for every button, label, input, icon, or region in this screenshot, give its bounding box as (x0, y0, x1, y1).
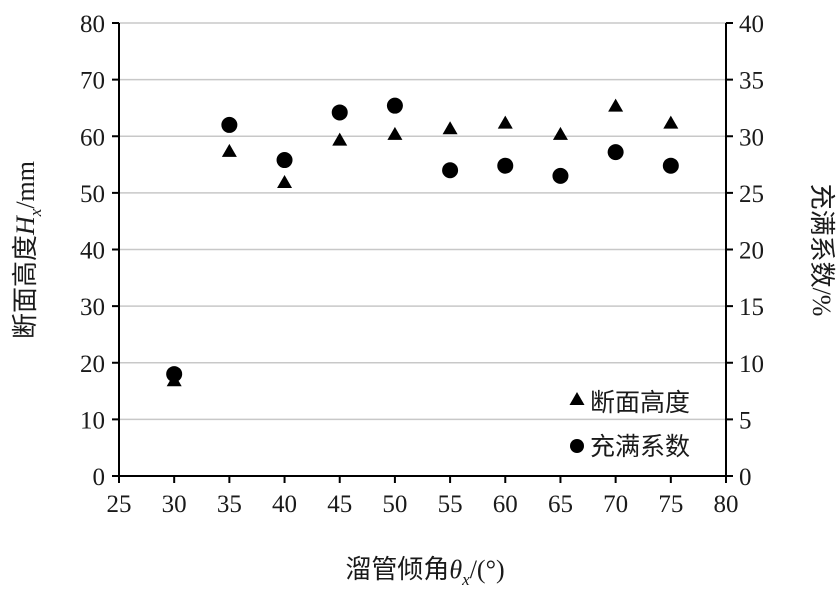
y-right-tick-label: 10 (739, 351, 764, 378)
x-tick-label: 65 (548, 491, 573, 518)
data-point-circle (276, 152, 293, 169)
y-right-tick-label: 25 (739, 181, 764, 208)
y-left-tick-label: 70 (80, 68, 105, 95)
data-point-circle (386, 97, 403, 114)
data-point-triangle (608, 98, 624, 112)
data-point-circle (607, 144, 624, 161)
legend: 断面高度 充满系数 (569, 389, 690, 461)
x-tick-label: 80 (714, 491, 739, 518)
data-point-triangle (387, 126, 403, 140)
data-point-circle (552, 167, 569, 184)
data-point-circle (442, 162, 459, 179)
x-tick-label: 55 (438, 491, 463, 518)
legend-triangle-marker (569, 392, 585, 405)
x-tick-label: 40 (272, 491, 297, 518)
y-axis-left-title: 断面高度Hx/mm (11, 161, 45, 339)
y-left-tick-label: 30 (80, 294, 105, 321)
y-axis-left-title-subscript: x (26, 208, 45, 217)
data-point-circle (221, 116, 238, 133)
y-right-tick-label: 40 (739, 11, 764, 38)
y-axis-left-title-prefix: 断面高度 (11, 235, 40, 339)
tick-labels: 25 30 35 40 45 50 55 60 65 70 75 800102030405060708… (80, 11, 764, 518)
x-axis-title-suffix: /(°) (470, 555, 505, 584)
data-point-triangle (663, 115, 679, 129)
grid-lines (119, 22, 726, 421)
x-tick-label: 35 (217, 491, 242, 518)
y-left-tick-label: 40 (80, 238, 105, 265)
y-right-tick-label: 35 (739, 68, 764, 95)
data-point-triangle (332, 132, 348, 146)
y-left-tick-label: 20 (80, 351, 105, 378)
legend-label-fill-coefficient: 充满系数 (590, 433, 690, 461)
x-tick-label: 25 (107, 491, 132, 518)
data-markers (166, 97, 679, 387)
data-point-triangle (442, 121, 458, 135)
legend-label-section-height: 断面高度 (590, 389, 690, 417)
axes (112, 22, 733, 483)
data-point-triangle (552, 126, 568, 140)
y-left-tick-label: 80 (80, 11, 105, 38)
data-point-circle (497, 157, 514, 174)
x-axis-title-prefix: 溜管倾角 (345, 555, 449, 584)
data-point-circle (331, 104, 348, 121)
y-axis-left-title-suffix: /mm (11, 161, 40, 209)
x-tick-label: 45 (327, 491, 352, 518)
x-tick-label: 70 (603, 491, 628, 518)
x-tick-label: 30 (162, 491, 187, 518)
y-left-tick-label: 60 (80, 124, 105, 151)
x-axis-title-subscript: x (461, 570, 470, 589)
y-right-tick-label: 5 (739, 407, 752, 434)
x-axis-title-symbol: θ (449, 555, 462, 584)
y-right-tick-label: 30 (739, 124, 764, 151)
x-tick-label: 60 (493, 491, 518, 518)
y-left-tick-label: 10 (80, 407, 105, 434)
y-left-tick-label: 50 (80, 181, 105, 208)
x-axis-title: 溜管倾角θx/(°) (345, 555, 504, 589)
x-tick-label: 75 (658, 491, 683, 518)
x-tick-label: 50 (382, 491, 407, 518)
data-point-circle (662, 157, 679, 174)
data-point-triangle (221, 143, 237, 157)
data-point-triangle (497, 115, 513, 129)
y-axis-right-title: 充满系数/% (807, 184, 836, 317)
y-right-tick-label: 0 (739, 464, 752, 491)
legend-circle-marker (570, 439, 584, 453)
data-point-triangle (277, 175, 293, 189)
y-axis-left-title-symbol: H (11, 215, 40, 236)
y-right-tick-label: 15 (739, 294, 764, 321)
data-point-circle (166, 366, 183, 383)
y-right-tick-label: 20 (739, 238, 764, 265)
y-left-tick-label: 0 (93, 464, 106, 491)
